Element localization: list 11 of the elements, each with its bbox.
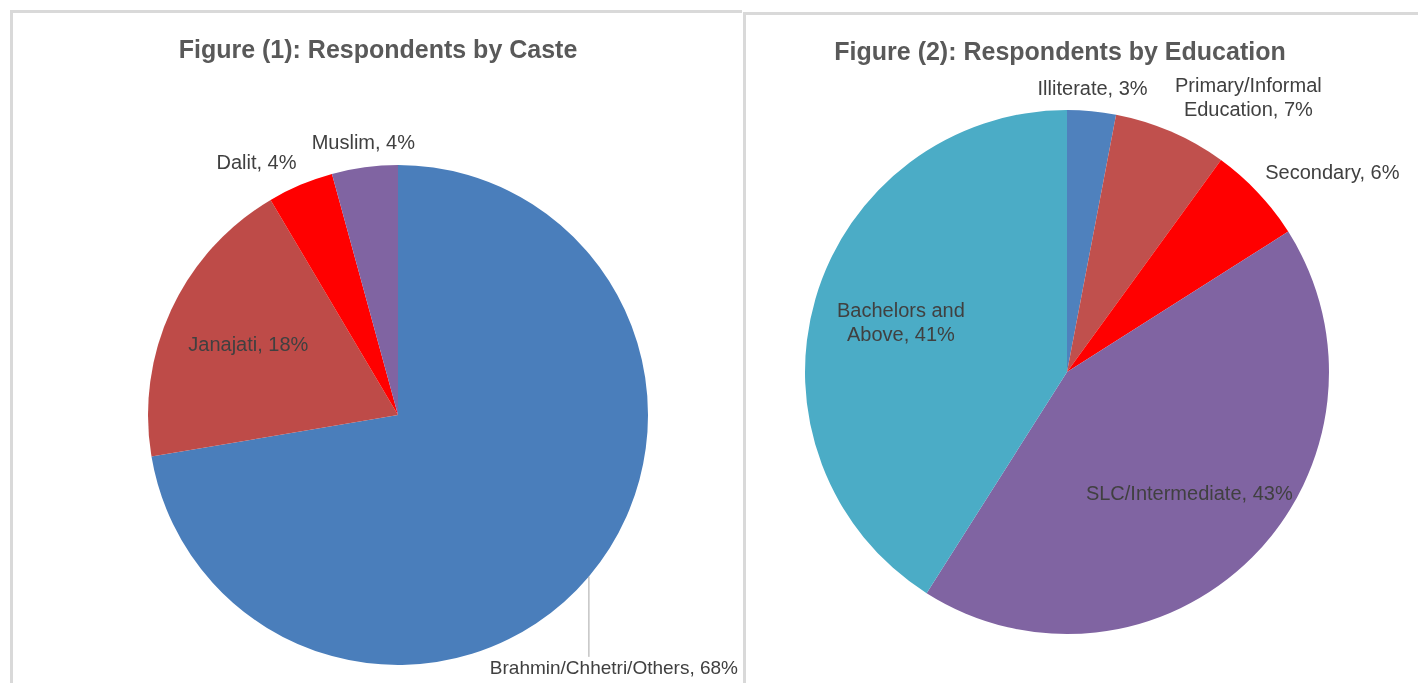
slice-label: Muslim, 4% <box>311 130 416 153</box>
slice-label: Dalit, 4% <box>216 151 297 174</box>
slice-label: SLC/Intermediate, 43% <box>1085 481 1293 504</box>
slice-label: Janajati, 18% <box>188 333 309 356</box>
slice-label: Brahmin/Chhetri/Others, 68% <box>489 656 739 678</box>
chart-title: Figure (1): Respondents by Caste <box>178 34 578 64</box>
slice-label: Secondary, 6% <box>1265 161 1400 184</box>
slice-label: Illiterate, 3% <box>1037 76 1148 99</box>
chart-title: Figure (2): Respondents by Education <box>834 36 1286 66</box>
slice-label: Bachelors and Above, 41% <box>837 299 965 346</box>
slice-label: Primary/Informal Education, 7% <box>1175 73 1322 120</box>
